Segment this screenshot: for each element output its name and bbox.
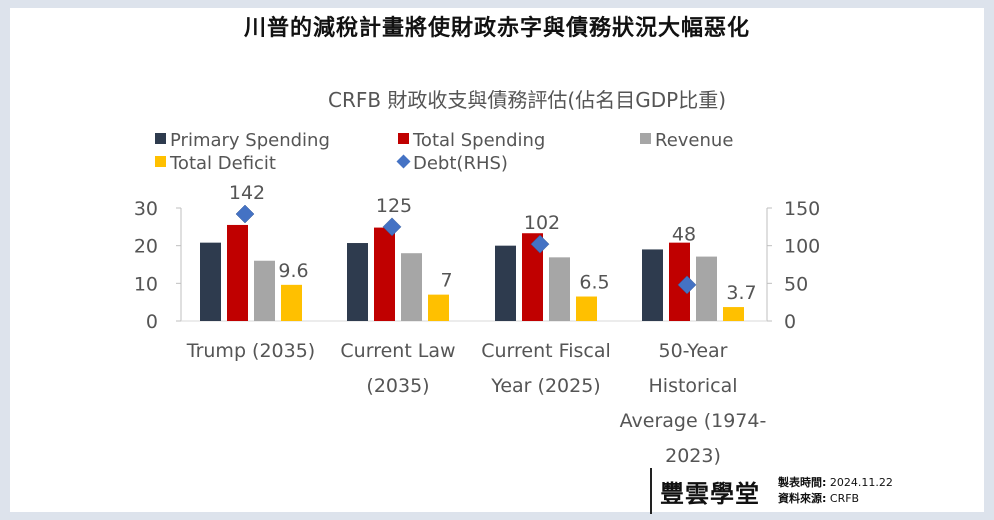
debt-data-label: 142 bbox=[229, 182, 265, 204]
page-title: 川普的減稅計畫將使財政赤字與債務狀況大幅惡化 bbox=[243, 16, 750, 41]
x-category-label: 50-Year bbox=[658, 340, 727, 362]
chart-title: CRFB 財政收支與債務評估(佔名目GDP比重) bbox=[328, 88, 726, 112]
x-category-label: (2035) bbox=[366, 375, 429, 397]
x-category-label: Average (1974- bbox=[620, 410, 767, 432]
x-category-label: 2023) bbox=[665, 445, 721, 467]
legend-swatch-3 bbox=[155, 156, 166, 167]
made-date: 製表時間: 2024.11.22 bbox=[778, 474, 893, 490]
y-tick-label: 0 bbox=[146, 311, 158, 333]
legend-swatch-4 bbox=[396, 154, 411, 169]
debt-marker bbox=[382, 217, 402, 237]
y-tick-label: 10 bbox=[134, 273, 158, 295]
bar-primary-spending bbox=[642, 249, 663, 321]
made-date-value: 2024.11.22 bbox=[829, 476, 893, 489]
y2-tick-label: 150 bbox=[784, 198, 820, 220]
x-category-label: Historical bbox=[649, 375, 738, 397]
debt-data-label: 125 bbox=[376, 195, 412, 217]
source: 資料來源: CRFB bbox=[778, 490, 859, 506]
y2-tick-label: 0 bbox=[784, 311, 796, 333]
bar-total-spending bbox=[669, 242, 690, 321]
y-tick-label: 30 bbox=[134, 198, 158, 220]
x-category-label: Year (2025) bbox=[490, 375, 600, 397]
deficit-data-label: 6.5 bbox=[579, 272, 609, 294]
deficit-data-label: 9.6 bbox=[278, 260, 308, 282]
bar-total-deficit bbox=[723, 307, 744, 321]
bar-primary-spending bbox=[495, 245, 516, 321]
debt-marker bbox=[677, 275, 697, 295]
x-category-label: Current Law bbox=[340, 340, 455, 362]
x-category-label: Current Fiscal bbox=[481, 340, 611, 362]
debt-marker bbox=[530, 234, 550, 254]
deficit-data-label: 7 bbox=[440, 270, 452, 292]
bar-total-spending bbox=[374, 227, 395, 321]
legend-swatch-2 bbox=[640, 133, 651, 144]
debt-marker bbox=[235, 204, 255, 224]
bar-primary-spending bbox=[347, 243, 368, 321]
bar-revenue bbox=[696, 256, 717, 321]
made-date-label: 製表時間: bbox=[778, 476, 827, 489]
bar-total-deficit bbox=[576, 296, 597, 321]
legend-label-1: Total Spending bbox=[412, 130, 545, 151]
bar-total-spending bbox=[227, 224, 248, 321]
debt-data-label: 102 bbox=[524, 212, 560, 234]
deficit-data-label: 3.7 bbox=[726, 282, 756, 304]
legend-label-0: Primary Spending bbox=[170, 130, 330, 151]
bar-total-spending bbox=[522, 233, 543, 321]
legend-swatch-0 bbox=[155, 133, 166, 144]
bar-primary-spending bbox=[200, 242, 221, 321]
legend-swatch-1 bbox=[398, 133, 409, 144]
y2-tick-label: 100 bbox=[784, 236, 820, 258]
debt-data-label: 48 bbox=[672, 224, 696, 246]
bar-revenue bbox=[254, 260, 275, 321]
source-label: 資料來源: bbox=[778, 492, 827, 505]
source-value: CRFB bbox=[829, 492, 860, 505]
y-tick-label: 20 bbox=[134, 236, 158, 258]
legend-label-2: Revenue bbox=[655, 130, 733, 151]
bar-revenue bbox=[401, 253, 422, 321]
footer: 豐雲學堂 製表時間: 2024.11.22 資料來源: CRFB bbox=[650, 468, 950, 514]
bar-total-deficit bbox=[281, 284, 302, 321]
footer-divider bbox=[650, 468, 652, 514]
brand-logo-text: 豐雲學堂 bbox=[660, 479, 760, 508]
bar-revenue bbox=[549, 257, 570, 321]
legend-label-4: Debt(RHS) bbox=[413, 153, 508, 174]
legend-label-3: Total Deficit bbox=[169, 153, 276, 174]
y2-tick-label: 50 bbox=[784, 273, 808, 295]
x-category-label: Trump (2035) bbox=[186, 340, 315, 362]
bar-total-deficit bbox=[428, 294, 449, 321]
